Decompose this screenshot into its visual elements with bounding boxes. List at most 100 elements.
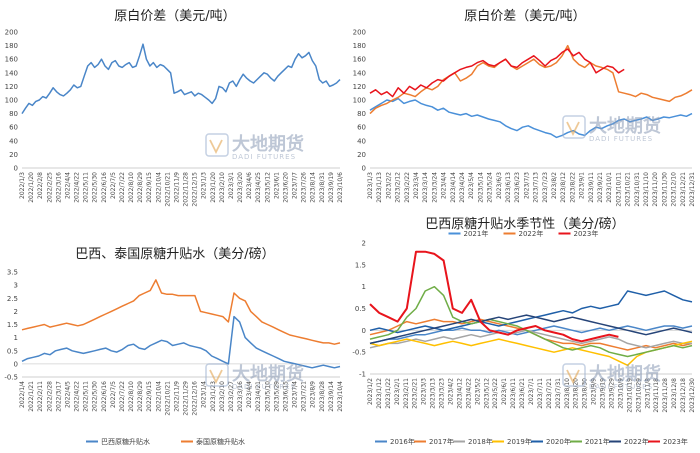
x-tick-label: 2023/8/14 [310, 172, 317, 203]
x-tick-label: 2023/1/23 [210, 381, 217, 412]
series-line-series-1 [21, 43, 341, 115]
x-tick-label: 2023/1/4 [201, 381, 208, 408]
x-tick-label: 2022/4/22 [74, 172, 81, 203]
x-tick-label: 2023/6/1 [273, 172, 280, 199]
y-tick-label: 0.5 [355, 305, 366, 313]
x-tick-label: 2023/2/22 [404, 172, 411, 203]
legend-label: 2020年 [546, 437, 571, 446]
x-tick-label: 2023/10/6 [337, 172, 344, 203]
x-tick-label: 2023/9/29 [609, 378, 616, 409]
watermark-text-cn: 大地期货 [232, 363, 304, 385]
x-tick-label: 2023/1/2 [367, 378, 374, 405]
series-line-2020年 [369, 290, 693, 334]
x-tick-label: 2023/8/10 [564, 378, 571, 409]
x-tick-label: 2023/1/13 [376, 172, 383, 203]
y-tick-label: 80 [357, 110, 366, 118]
legend-label: 泰国原糖升贴水 [196, 437, 245, 446]
x-tick-label: 2022/4/22 [74, 381, 81, 412]
y-tick-label: 40 [357, 137, 366, 145]
y-tick-label: -0.5 [352, 349, 366, 357]
x-tick-label: 2023/5/22 [492, 378, 499, 409]
x-tick-label: 2023/3/3 [421, 378, 428, 405]
x-tick-label: 2022/5/30 [92, 381, 99, 412]
x-tick-label: 2023/9/11 [588, 172, 595, 203]
x-tick-label: 2022/11/9 [173, 381, 180, 412]
x-tick-label: 2023/9/9 [591, 378, 598, 405]
x-tick-label: 2022/2/11 [37, 381, 44, 412]
x-tick-label: 2023/2/11 [403, 378, 410, 409]
x-tick-label: 2022/12/16 [192, 381, 199, 416]
x-tick-label: 2023/12/31 [689, 172, 696, 207]
x-tick-label: 2022/6/16 [101, 381, 108, 412]
x-tick-label: 2023/10/31 [634, 172, 641, 207]
x-tick-label: 2022/1/20 [28, 172, 35, 203]
x-tick-label: 2023/11/8 [644, 378, 651, 409]
x-tick-label: 2023/12/30 [689, 378, 696, 413]
x-tick-label: 2023/2/10 [219, 381, 226, 412]
x-tick-label: 2022/8/29 [137, 172, 144, 203]
legend-label: 2016年 [390, 437, 415, 446]
y-tick-label: 120 [5, 83, 18, 91]
x-tick-label: 2022/2/25 [46, 172, 53, 203]
x-tick-label: 2022/4/4 [64, 172, 71, 199]
x-tick-label: 2023/1/3 [367, 172, 374, 199]
x-tick-label: 2023/5/4 [468, 172, 475, 199]
x-tick-label: 2023/7/1 [528, 378, 535, 405]
x-tick-label: 2022/11/29 [183, 381, 190, 416]
x-tick-label: 2023/7/23 [542, 172, 549, 203]
series-line-巴西原糖升贴水 [21, 315, 341, 369]
y-tick-label: 3.5 [7, 269, 18, 277]
x-tick-label: 2023/8/12 [560, 172, 567, 203]
x-tick-label: 2023/3/4 [413, 172, 420, 199]
x-tick-label: 2023/4/22 [465, 378, 472, 409]
watermark-text-en: DADI FUTURES [232, 383, 296, 391]
x-tick-label: 2022/2/8 [37, 172, 44, 199]
y-tick-label: 1 [362, 283, 366, 291]
watermark-text-cn: 大地期货 [232, 133, 304, 155]
x-tick-label: 2022/6/16 [101, 172, 108, 203]
x-tick-label: 2023/3/14 [422, 172, 429, 203]
x-tick-label: 2023/4/24 [459, 172, 466, 203]
chart-title: 原白价差（美元/吨） [464, 8, 585, 24]
series-line-2023年 [369, 48, 625, 98]
x-tick-label: 2022/9/15 [146, 381, 153, 412]
x-tick-label: 2023/6/1 [501, 378, 508, 405]
y-tick-label: -0.5 [4, 374, 18, 382]
x-tick-label: 2023/12/21 [680, 172, 687, 207]
x-tick-label: 2023/3/1 [228, 172, 235, 199]
x-tick-label: 2022/5/11 [83, 172, 90, 203]
x-tick-label: 2023/11/10 [643, 172, 650, 207]
chart-legend: 巴西原糖升贴水 泰国原糖升贴水 [86, 437, 245, 446]
x-tick-label: 2023/7/3 [523, 172, 530, 199]
x-tick-label: 2023/11/30 [661, 172, 668, 207]
x-tick-label: 2023/3/20 [237, 172, 244, 203]
x-tick-label: 2022/8/29 [137, 381, 144, 412]
series-line-泰国原糖升贴水 [21, 279, 341, 345]
x-tick-label: 2023/9/21 [597, 172, 604, 203]
y-tick-label: -1 [359, 371, 366, 379]
x-tick-label: 2023/8/30 [582, 378, 589, 409]
watermark-text-en: DADI FUTURES [232, 153, 296, 161]
x-tick-label: 2023/2/27 [228, 381, 235, 412]
y-tick-label: 0.5 [7, 347, 18, 355]
x-tick-label: 2023/7/31 [555, 378, 562, 409]
legend-label: 2022年 [624, 437, 649, 446]
x-tick-label: 2023/1/12 [376, 378, 383, 409]
x-tick-label: 2023/5/14 [477, 172, 484, 203]
chart-title: 巴西、泰国原糖升贴水（美分/磅） [75, 246, 274, 262]
x-tick-label: 2022/8/10 [128, 172, 135, 203]
y-tick-label: 200 [5, 29, 18, 37]
watermark-text-en: DADI FUTURES [589, 135, 653, 143]
x-tick-label: 2022/10/4 [155, 381, 162, 412]
x-tick-label: 2022/5/30 [92, 172, 99, 203]
y-tick-label: 1.5 [7, 321, 18, 329]
y-tick-label: 200 [353, 29, 366, 37]
x-tick-label: 2023/1/3 [201, 172, 208, 199]
x-tick-label: 2023/1/20 [210, 172, 217, 203]
series-line-2019年 [369, 338, 693, 367]
y-tick-label: 40 [9, 137, 18, 145]
x-tick-label: 2022/11/9 [173, 172, 180, 203]
y-tick-label: 1.5 [355, 261, 366, 269]
x-tick-label: 2023/10/29 [635, 378, 642, 413]
